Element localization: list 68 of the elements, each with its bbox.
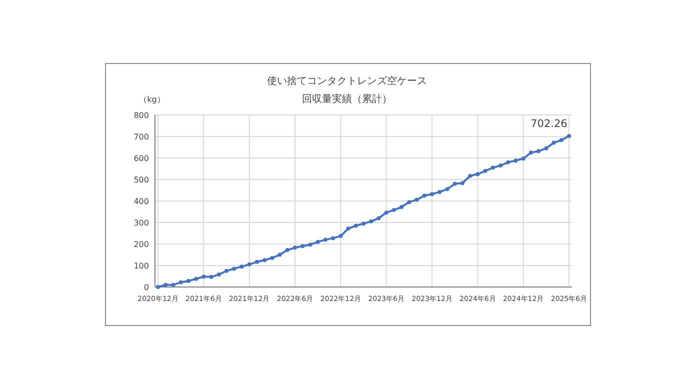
point (506, 160, 510, 164)
point (414, 198, 419, 202)
point (362, 222, 366, 226)
point (178, 280, 183, 284)
y-tick-label: 500 (134, 176, 149, 184)
point (376, 216, 381, 220)
point (559, 138, 564, 142)
point (300, 244, 305, 248)
point (164, 282, 168, 287)
point (202, 274, 206, 279)
point (308, 242, 312, 247)
point (400, 205, 404, 210)
point (483, 168, 488, 173)
point (544, 146, 548, 150)
point (262, 258, 267, 262)
point (156, 285, 160, 289)
point (528, 150, 533, 155)
y-axis-title: （kg） (139, 95, 165, 104)
point (468, 174, 472, 178)
point (346, 226, 350, 231)
point (171, 282, 176, 287)
point (240, 264, 244, 269)
y-tick-label: 600 (134, 154, 149, 163)
point (232, 266, 236, 271)
point (354, 224, 358, 228)
y-tick-label: 0 (144, 283, 149, 292)
point (224, 268, 228, 273)
point (567, 134, 571, 138)
point (521, 156, 526, 161)
point (209, 274, 214, 279)
point (278, 252, 282, 257)
point (369, 219, 374, 224)
data-label: 702.26 (530, 118, 568, 130)
point (430, 192, 434, 196)
point (490, 166, 495, 170)
point (254, 260, 259, 264)
chart-subtitle: 回収量実績（累計） (302, 93, 392, 105)
y-tick-label: 300 (134, 218, 149, 228)
point (186, 278, 190, 283)
y-tick-label: 100 (134, 262, 149, 270)
point (293, 246, 297, 250)
point (384, 210, 388, 215)
point (331, 236, 336, 240)
y-tick-label: 700 (134, 132, 149, 142)
chart-title: 使い捨てコンタクトレンズ空ケース (267, 75, 427, 87)
point (552, 140, 556, 145)
point (445, 187, 450, 192)
point (216, 272, 221, 277)
point (536, 149, 541, 154)
y-tick-label: 200 (134, 240, 149, 249)
point (438, 190, 442, 194)
point (452, 182, 457, 186)
y-tick-label: 800 (134, 111, 149, 120)
point (247, 262, 252, 266)
point (498, 164, 502, 168)
point (460, 181, 464, 186)
point (338, 234, 343, 238)
point (323, 238, 328, 242)
point (316, 240, 320, 244)
point (270, 256, 274, 260)
point (194, 276, 198, 281)
point (407, 200, 412, 204)
point (285, 248, 290, 252)
point (476, 172, 480, 176)
y-tick-label: 400 (134, 197, 149, 206)
point (422, 194, 426, 198)
point (392, 208, 396, 212)
point (514, 158, 518, 163)
